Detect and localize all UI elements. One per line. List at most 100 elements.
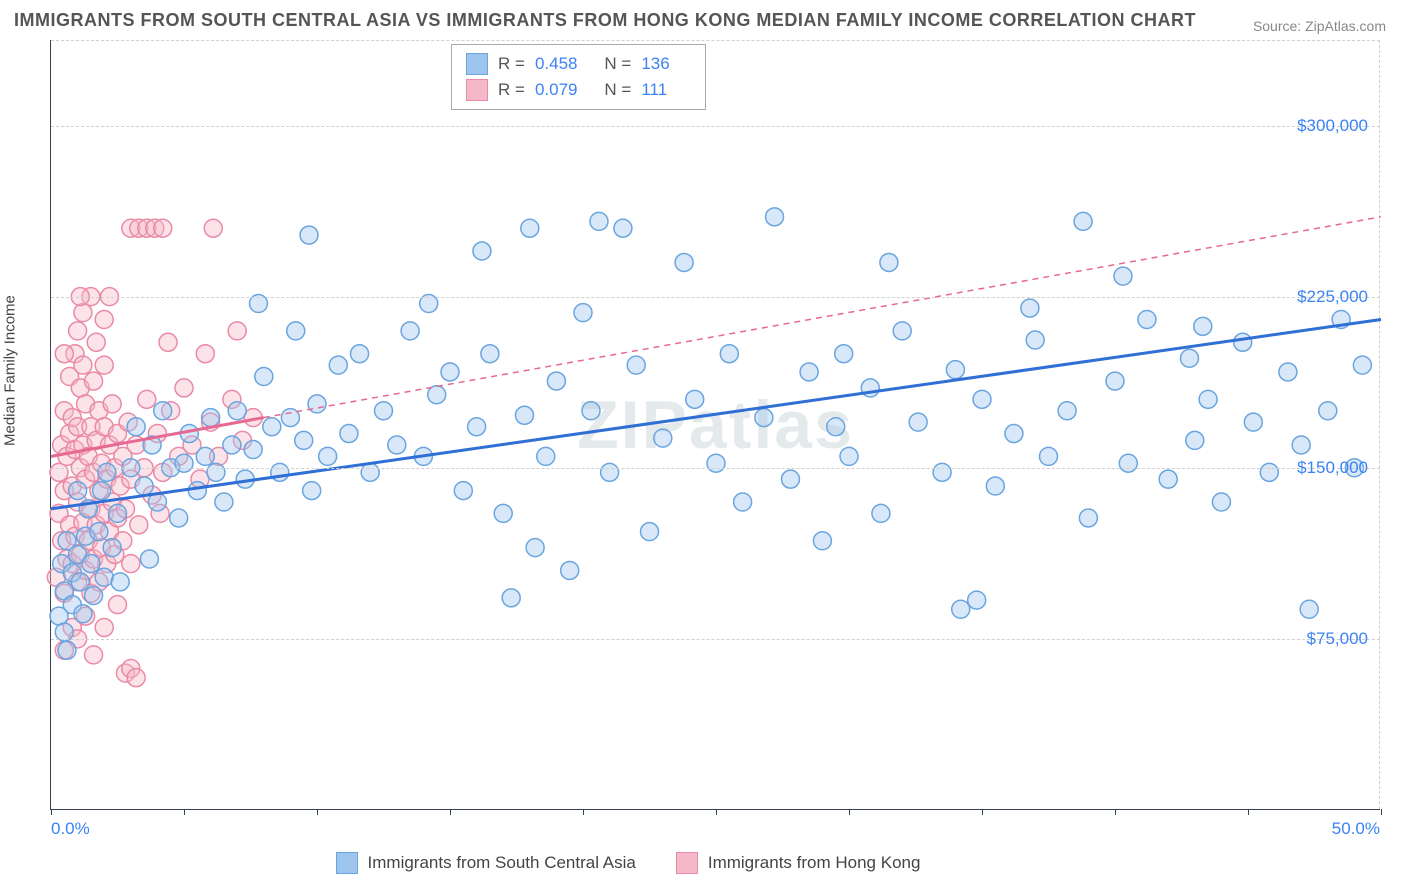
legend-stats-row: R = 0.458 N = 136	[466, 51, 691, 77]
legend-r-label: R =	[498, 80, 525, 100]
scatter-point	[215, 493, 233, 511]
scatter-point	[880, 253, 898, 271]
scatter-point	[1079, 509, 1097, 527]
scatter-point	[154, 219, 172, 237]
scatter-point	[175, 454, 193, 472]
scatter-point	[207, 463, 225, 481]
scatter-point	[766, 208, 784, 226]
x-tick-mark	[1115, 809, 1116, 815]
x-tick-mark	[1381, 809, 1382, 815]
scatter-point	[1106, 372, 1124, 390]
y-tick-label: $150,000	[1297, 458, 1368, 478]
scatter-point	[361, 463, 379, 481]
scatter-point	[537, 447, 555, 465]
scatter-point	[188, 482, 206, 500]
scatter-point	[351, 345, 369, 363]
scatter-point	[401, 322, 419, 340]
scatter-point	[287, 322, 305, 340]
scatter-point	[93, 482, 111, 500]
scatter-point	[196, 345, 214, 363]
scatter-point	[85, 372, 103, 390]
scatter-point	[526, 539, 544, 557]
scatter-point	[255, 368, 273, 386]
scatter-point	[1058, 402, 1076, 420]
scatter-point	[454, 482, 472, 500]
scatter-point	[329, 356, 347, 374]
scatter-point	[1138, 310, 1156, 328]
scatter-point	[502, 589, 520, 607]
scatter-point	[909, 413, 927, 431]
legend-r-label: R =	[498, 54, 525, 74]
scatter-point	[781, 470, 799, 488]
scatter-point	[69, 322, 87, 340]
scatter-point	[1119, 454, 1137, 472]
scatter-point	[109, 504, 127, 522]
scatter-point	[1244, 413, 1262, 431]
y-axis-label: Median Family Income	[2, 295, 19, 446]
scatter-point	[74, 304, 92, 322]
scatter-point	[473, 242, 491, 260]
scatter-point	[74, 605, 92, 623]
scatter-point	[835, 345, 853, 363]
series-legend: Immigrants from South Central AsiaImmigr…	[0, 852, 1256, 874]
gridline	[51, 468, 1380, 469]
scatter-point	[574, 304, 592, 322]
stats-legend-box: R = 0.458 N = 136R = 0.079 N = 111	[451, 44, 706, 110]
scatter-point	[122, 555, 140, 573]
scatter-point	[1234, 333, 1252, 351]
scatter-point	[675, 253, 693, 271]
scatter-point	[441, 363, 459, 381]
scatter-point	[952, 600, 970, 618]
scatter-point	[755, 409, 773, 427]
scatter-point	[1199, 390, 1217, 408]
scatter-point	[95, 310, 113, 328]
scatter-point	[98, 463, 116, 481]
scatter-point	[135, 477, 153, 495]
scatter-point	[734, 493, 752, 511]
scatter-point	[196, 447, 214, 465]
scatter-point	[686, 390, 704, 408]
scatter-point	[933, 463, 951, 481]
scatter-point	[720, 345, 738, 363]
scatter-point	[1114, 267, 1132, 285]
scatter-point	[295, 431, 313, 449]
scatter-point	[1319, 402, 1337, 420]
scatter-point	[85, 646, 103, 664]
legend-r-value: 0.458	[535, 54, 585, 74]
scatter-point	[968, 591, 986, 609]
scatter-point	[127, 418, 145, 436]
scatter-plot-svg	[51, 40, 1380, 809]
scatter-point	[300, 226, 318, 244]
y-tick-label: $75,000	[1307, 629, 1368, 649]
scatter-point	[946, 361, 964, 379]
scatter-point	[87, 333, 105, 351]
scatter-point	[319, 447, 337, 465]
scatter-point	[547, 372, 565, 390]
scatter-point	[127, 669, 145, 687]
scatter-point	[74, 356, 92, 374]
legend-swatch	[466, 53, 488, 75]
scatter-point	[130, 516, 148, 534]
scatter-point	[973, 390, 991, 408]
chart-plot-area: ZIPatlas R = 0.458 N = 136R = 0.079 N = …	[50, 40, 1380, 810]
x-tick-mark	[317, 809, 318, 815]
legend-n-value: 136	[641, 54, 691, 74]
scatter-point	[614, 219, 632, 237]
scatter-point	[111, 573, 129, 591]
scatter-point	[481, 345, 499, 363]
scatter-point	[601, 463, 619, 481]
x-tick-mark	[184, 809, 185, 815]
scatter-point	[561, 561, 579, 579]
legend-n-label: N =	[595, 80, 631, 100]
scatter-point	[1279, 363, 1297, 381]
scatter-point	[1300, 600, 1318, 618]
scatter-point	[521, 219, 539, 237]
scatter-point	[50, 463, 68, 481]
chart-source: Source: ZipAtlas.com	[1253, 18, 1386, 34]
gridline	[51, 126, 1380, 127]
scatter-point	[1040, 447, 1058, 465]
gridline	[51, 639, 1380, 640]
scatter-point	[840, 447, 858, 465]
scatter-point	[170, 509, 188, 527]
scatter-point	[872, 504, 890, 522]
